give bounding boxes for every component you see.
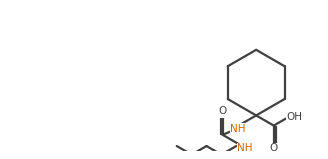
Text: O: O (218, 106, 227, 116)
Text: NH: NH (237, 143, 253, 153)
Text: NH: NH (230, 124, 246, 134)
Text: OH: OH (287, 112, 303, 122)
Text: O: O (270, 143, 278, 153)
